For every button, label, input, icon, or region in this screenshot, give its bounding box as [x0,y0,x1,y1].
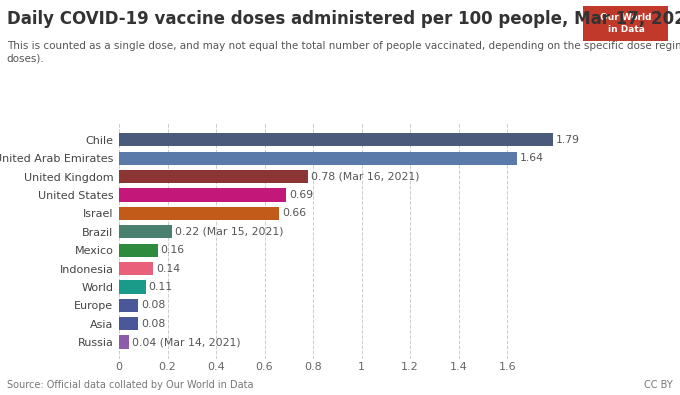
Bar [119,299,139,312]
Text: 0.22 (Mar 15, 2021): 0.22 (Mar 15, 2021) [175,227,284,237]
Text: 0.16: 0.16 [160,245,185,255]
Bar [119,244,158,257]
Text: CC BY: CC BY [645,380,673,390]
Bar [119,335,129,349]
Text: This is counted as a single dose, and may not equal the total number of people v: This is counted as a single dose, and ma… [7,41,680,63]
Bar [119,133,554,147]
Text: 0.08: 0.08 [141,319,165,329]
Text: 0.66: 0.66 [282,209,306,218]
Bar [119,188,286,201]
Text: 0.04 (Mar 14, 2021): 0.04 (Mar 14, 2021) [132,337,240,347]
Text: 0.78 (Mar 16, 2021): 0.78 (Mar 16, 2021) [311,171,420,182]
Text: Our World
in Data: Our World in Data [600,13,651,34]
Text: 0.69: 0.69 [289,190,313,200]
Text: Source: Official data collated by Our World in Data: Source: Official data collated by Our Wo… [7,380,253,390]
Bar [119,207,279,220]
Bar [119,280,146,293]
Bar [119,317,139,330]
Text: 0.11: 0.11 [149,282,173,292]
Bar [119,262,153,275]
Text: 1.79: 1.79 [556,135,580,145]
Text: 0.08: 0.08 [141,300,165,310]
Bar [119,152,517,165]
Text: 1.64: 1.64 [520,153,544,163]
Text: Daily COVID-19 vaccine doses administered per 100 people, Mar 17, 2021: Daily COVID-19 vaccine doses administere… [7,10,680,28]
Bar [119,170,308,183]
Text: 0.14: 0.14 [156,263,180,273]
Bar [119,225,172,238]
